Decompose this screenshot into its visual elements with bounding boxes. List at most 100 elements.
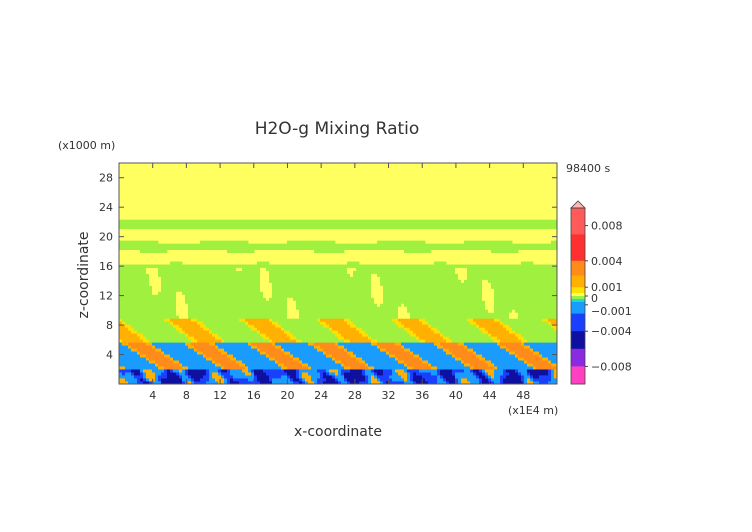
heatmap-cell [497,297,501,301]
heatmap-cell [488,372,492,376]
heatmap-cell [209,294,213,298]
heatmap-cell [419,351,423,355]
heatmap-cell [386,357,390,361]
heatmap-cell [257,342,261,346]
heatmap-cell [254,282,258,286]
heatmap-cell [266,318,270,322]
heatmap-cell [410,369,414,373]
heatmap-cell [446,342,450,346]
heatmap-cell [374,372,378,376]
heatmap-cell [200,306,204,310]
heatmap-cell [206,363,210,367]
heatmap-cell [278,294,282,298]
heatmap-cell [404,312,408,316]
heatmap-cell [155,285,159,289]
heatmap-cell [167,354,171,358]
heatmap-cell [524,363,528,367]
heatmap-cell [506,282,510,286]
heatmap-cell [314,315,318,319]
heatmap-cell [452,357,456,361]
heatmap-cell [134,375,138,379]
heatmap-cell [290,381,294,385]
heatmap-cell [290,345,294,349]
heatmap-cell [539,300,543,304]
heatmap-cell [413,345,417,349]
heatmap-cell [164,327,168,331]
heatmap-cell [536,282,540,286]
heatmap-cell [410,324,414,328]
heatmap-cell [197,360,201,364]
heatmap-cell [497,282,501,286]
heatmap-cell [284,327,288,331]
heatmap-cell [320,330,324,334]
heatmap-cell [464,339,468,343]
heatmap-cell [530,297,534,301]
heatmap-cell [515,291,519,295]
heatmap-cell [395,369,399,373]
heatmap-cell [239,303,243,307]
heatmap-cell [239,378,243,382]
heatmap-cell [278,360,282,364]
heatmap-cell [416,297,420,301]
heatmap-cell [416,363,420,367]
heatmap-cell [392,360,396,364]
heatmap-cell [521,372,525,376]
heatmap-cell [128,306,132,310]
heatmap-cell [311,381,315,385]
heatmap-cell [221,315,225,319]
heatmap-cell [428,339,432,343]
heatmap-cell [461,282,465,286]
heatmap-cell [404,306,408,310]
heatmap-cell [416,315,420,319]
heatmap-cell [389,342,393,346]
heatmap-cell [206,300,210,304]
heatmap-cell [389,294,393,298]
heatmap-cell [221,282,225,286]
heatmap-cell [308,300,312,304]
heatmap-cell [173,381,177,385]
heatmap-cell [530,300,534,304]
heatmap-cell [176,348,180,352]
heatmap-cell [539,306,543,310]
heatmap-cell [275,339,279,343]
heatmap-cell [500,324,504,328]
heatmap-cell [164,306,168,310]
heatmap-cell [320,354,324,358]
heatmap-cell [242,324,246,328]
heatmap-cell [290,375,294,379]
heatmap-cell [404,333,408,337]
heatmap-cell [218,321,222,325]
heatmap-cell [308,378,312,382]
heatmap-cell [251,297,255,301]
heatmap-cell [395,312,399,316]
heatmap-cell [479,354,483,358]
heatmap-cell [167,288,171,292]
heatmap-cell [458,360,462,364]
heatmap-cell [221,297,225,301]
heatmap-cell [533,339,537,343]
heatmap-cell [278,339,282,343]
heatmap-cell [548,342,552,346]
heatmap-cell [503,336,507,340]
heatmap-cell [455,345,459,349]
heatmap-cell [521,312,525,316]
heatmap-cell [278,321,282,325]
heatmap-cell [224,336,228,340]
heatmap-cell [302,372,306,376]
heatmap-cell [218,360,222,364]
heatmap-cell [215,342,219,346]
heatmap-cell [368,345,372,349]
heatmap-cell [278,315,282,319]
heatmap-cell [338,291,342,295]
heatmap-cell [245,366,249,370]
heatmap-cell [176,279,180,283]
heatmap-cell [401,378,405,382]
heatmap-cell [308,330,312,334]
heatmap-cell [248,351,252,355]
heatmap-cell [476,297,480,301]
heatmap-cell [461,372,465,376]
heatmap-cell [422,351,426,355]
heatmap-cell [401,372,405,376]
heatmap-cell [371,357,375,361]
heatmap-cell [494,291,498,295]
